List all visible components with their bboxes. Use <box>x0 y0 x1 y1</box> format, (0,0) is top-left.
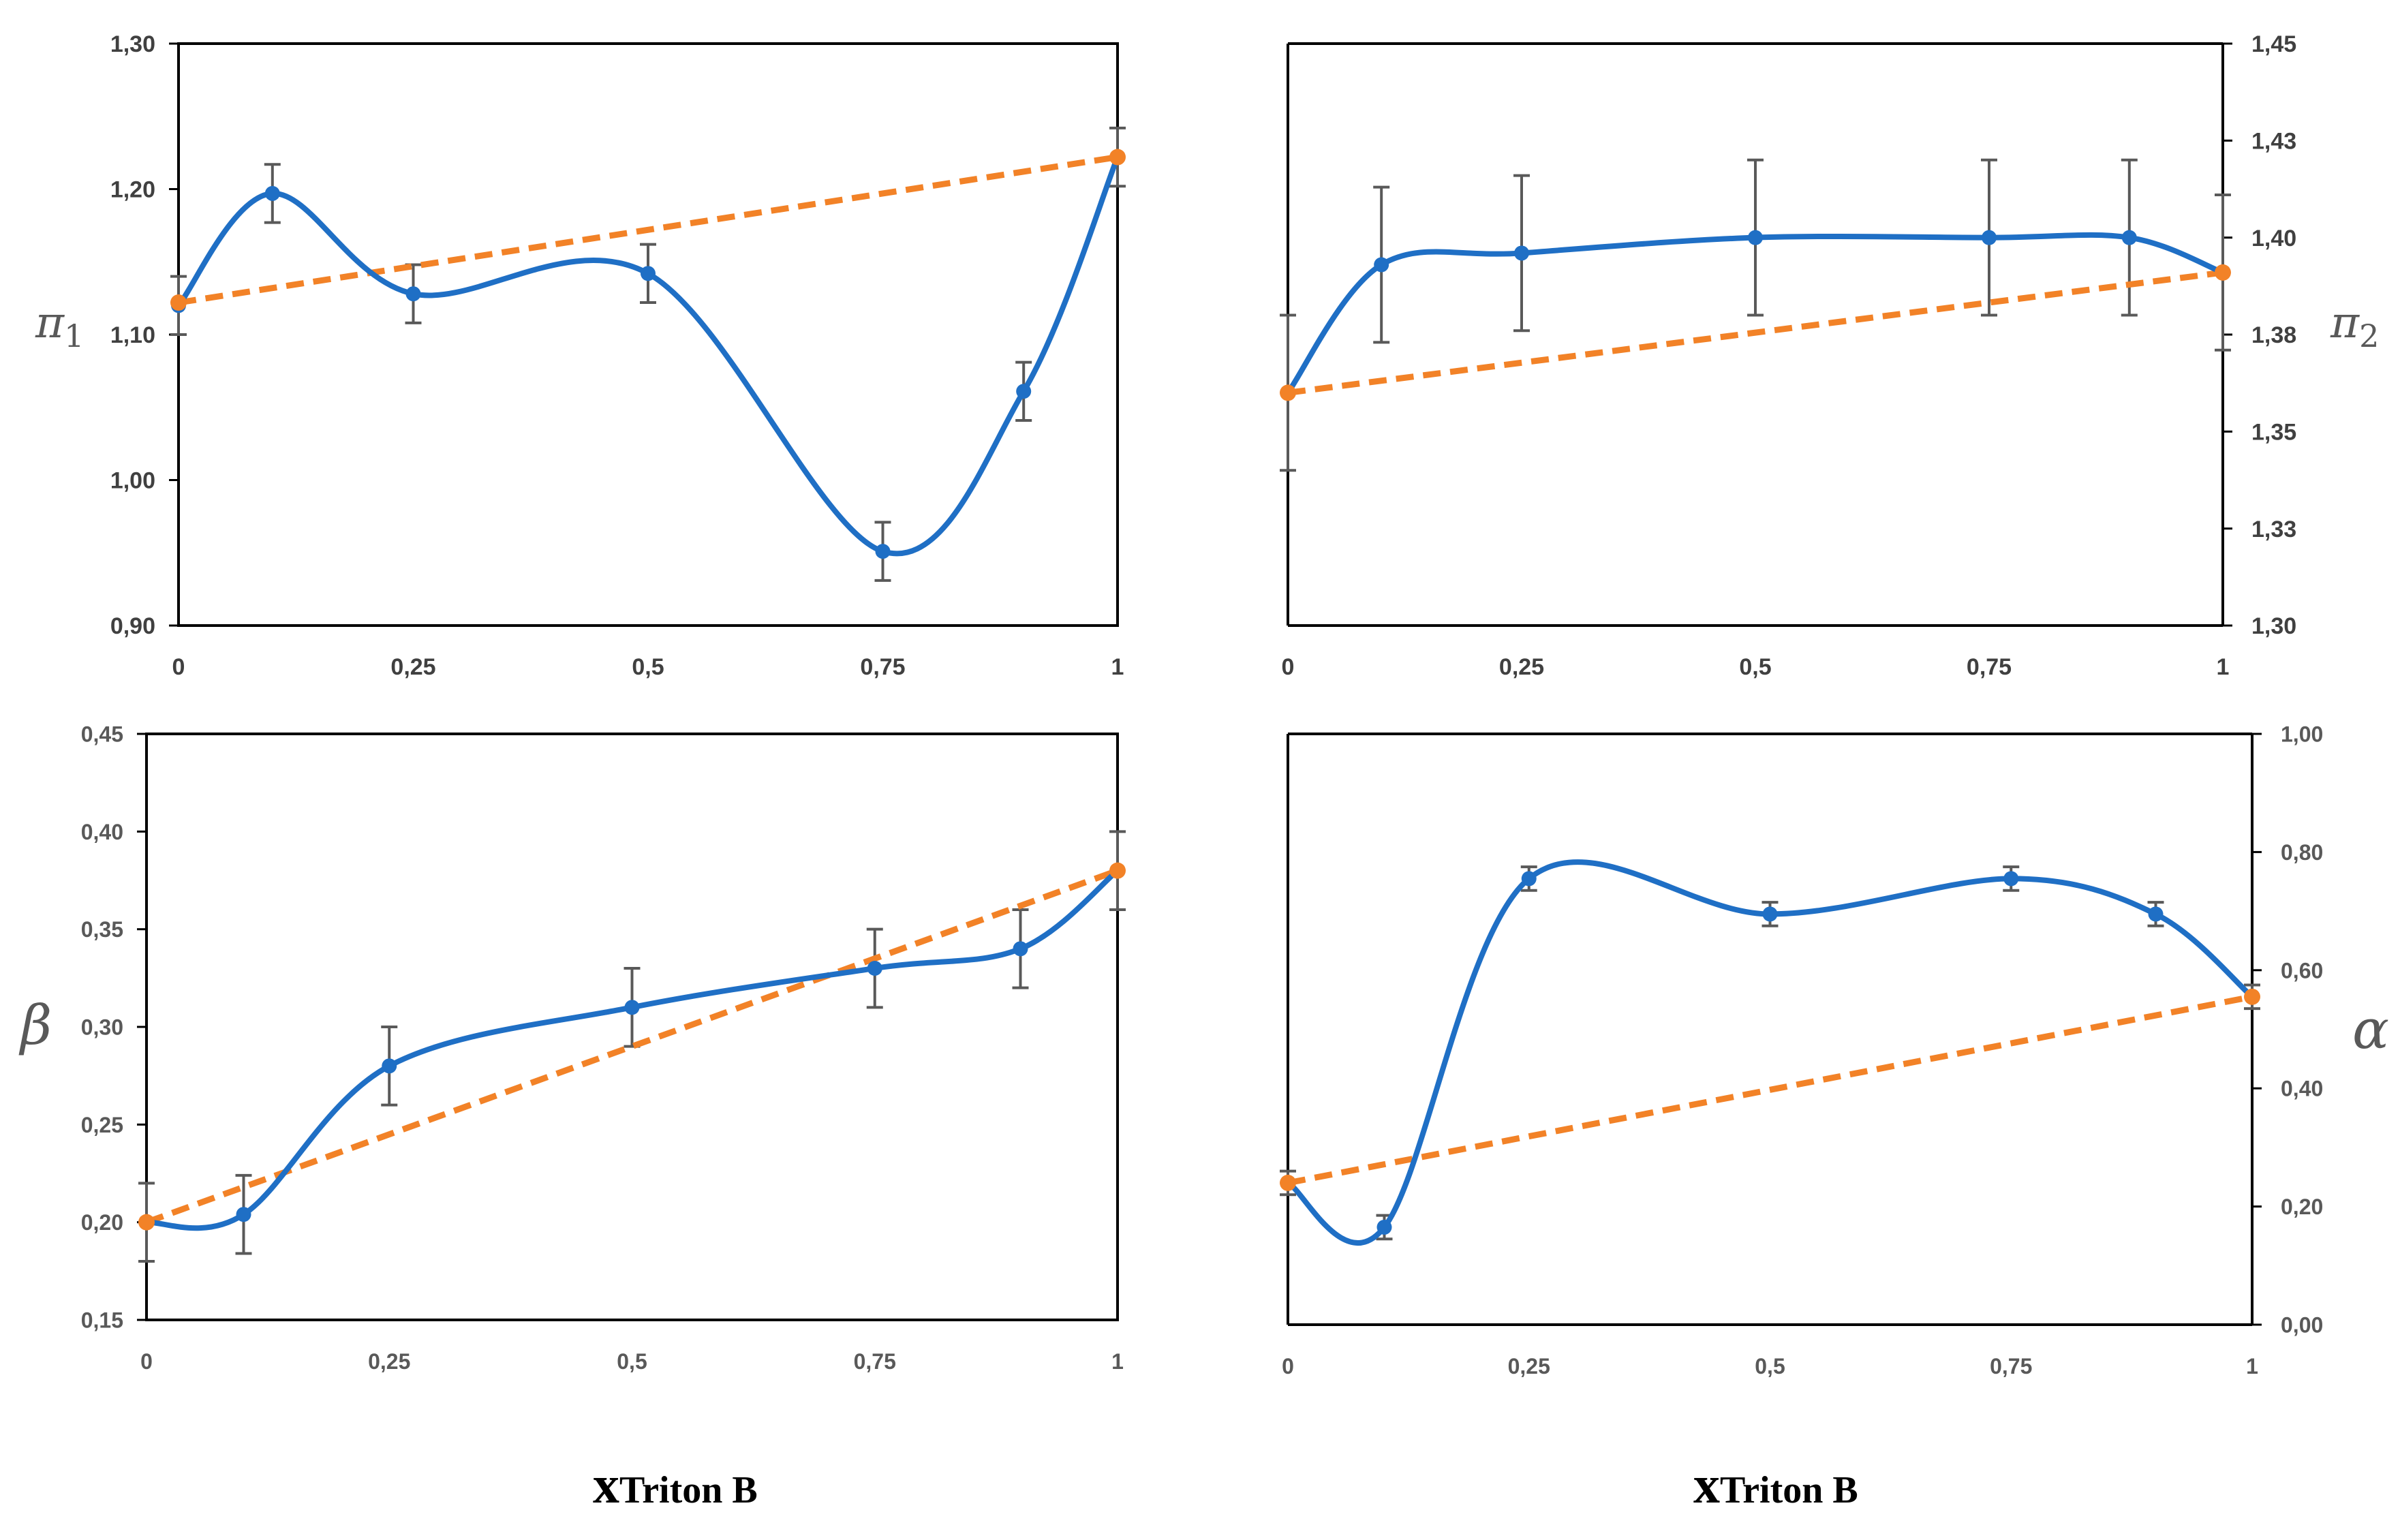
measured-curve <box>176 154 1120 557</box>
y-tick-label: 1,00 <box>110 468 155 494</box>
measured-point <box>2121 230 2137 245</box>
ideal-dashed-line <box>178 154 1118 306</box>
measured-point <box>1982 230 1997 245</box>
y-tick-label: 1,45 <box>2251 31 2296 57</box>
measured-point <box>1374 257 1389 273</box>
y-tick-label: 1,30 <box>110 31 155 57</box>
x-tick-label: 1 <box>2246 1354 2258 1379</box>
y-tick-label: 1,38 <box>2251 322 2296 348</box>
measured-point <box>1016 384 1032 399</box>
x-tick-label: 1 <box>2217 654 2230 680</box>
ideal-point <box>1280 384 1296 401</box>
x-tick-label: 1 <box>1111 1349 1124 1374</box>
x-tick-label: 0,25 <box>1508 1354 1550 1379</box>
ideal-point <box>138 1214 155 1231</box>
y-tick-label: 1,43 <box>2251 129 2296 155</box>
panel-pi1: 0,901,001,101,201,300 0,25 0,5 0,75 1π1 <box>35 31 1126 680</box>
x-tick-label: 0 <box>172 654 185 680</box>
measured-point <box>2148 906 2164 922</box>
measured-point <box>1376 1219 1392 1235</box>
ideal-point <box>1280 1174 1296 1191</box>
x-axis-title-right: xTriton B <box>1693 1455 1858 1514</box>
panel-alpha: 0,00 0,20 0,40 0,60 0,80 1,00 0 0,25 0,5 0,75 1 α <box>1280 722 2389 1379</box>
panel-pi2: 1,30 1,33 1,35 1,38 1,40 1,43 1,45 0 0,25 0,5 0,75… <box>1280 31 2379 680</box>
measured-point <box>1514 245 1529 261</box>
y-tick-label: 1,35 <box>2251 420 2296 446</box>
y-tick-label: 1,20 <box>110 177 155 203</box>
measured-point <box>382 1058 397 1074</box>
ideal-point <box>2244 988 2260 1005</box>
y-tick-label: 0,00 <box>2281 1313 2323 1338</box>
x-tick-label: 0 <box>1282 1354 1294 1379</box>
y-tick-label: 0,45 <box>81 722 123 747</box>
x-tick-label: 0,75 <box>1967 654 2012 680</box>
measured-point <box>875 544 891 559</box>
x-tick-label: 0,25 <box>368 1349 410 1374</box>
y-axis-label: α <box>2352 998 2389 1061</box>
x-tick-label: 0,75 <box>854 1349 896 1374</box>
measured-point <box>1762 906 1778 922</box>
y-axis-label-main: π <box>2330 298 2360 348</box>
y-axis-label-sub: 2 <box>2359 318 2379 354</box>
y-tick-label: 0,20 <box>81 1210 123 1235</box>
y-axis-label: π1 <box>35 298 84 354</box>
y-axis-label-main: π <box>35 298 65 348</box>
x-axis-title-left: xTriton B <box>593 1455 758 1514</box>
y-tick-label: 0,40 <box>81 820 123 844</box>
y-tick-label: 0,60 <box>2281 958 2323 983</box>
x-tick-label: 0,75 <box>860 654 905 680</box>
panel-beta: 0,15 0,20 0,25 0,30 0,35 0,40 0,45 0 0,25 0,5 0,75… <box>18 722 1126 1374</box>
x-tick-label: 1 <box>1111 654 1124 680</box>
y-tick-label: 0,40 <box>2281 1077 2323 1101</box>
ideal-dashed-line <box>1287 269 2224 396</box>
y-tick-label: 1,10 <box>110 322 155 348</box>
y-tick-label: 1,30 <box>2251 613 2296 639</box>
measured-point <box>1013 941 1028 957</box>
x-tick-label: 0,25 <box>390 654 435 680</box>
measured-point <box>405 286 421 302</box>
y-tick-label: 0,20 <box>2281 1195 2323 1219</box>
y-axis-label-main: α <box>2352 998 2389 1061</box>
x-tick-label: 0,25 <box>1499 654 1544 680</box>
measured-point <box>1748 230 1763 245</box>
ideal-point <box>1109 862 1126 879</box>
measured-point <box>624 1000 640 1015</box>
x-tick-label: 0,75 <box>1990 1354 2032 1379</box>
y-tick-label: 0,90 <box>110 613 155 639</box>
x-tick-label: 0 <box>140 1349 153 1374</box>
measured-point <box>1521 871 1537 887</box>
ideal-dashed-line <box>145 867 1119 1225</box>
x-tick-label: 0,5 <box>1755 1354 1785 1379</box>
measured-point <box>2003 871 2019 887</box>
y-tick-label: 0,15 <box>81 1308 123 1333</box>
y-tick-label: 1,40 <box>2251 226 2296 251</box>
y-tick-label: 0,30 <box>81 1015 123 1040</box>
ideal-dashed-line <box>1287 994 2253 1186</box>
y-tick-label: 0,80 <box>2281 840 2323 865</box>
ideal-point <box>2215 264 2231 281</box>
measured-point <box>236 1207 251 1222</box>
y-axis-label: β <box>18 994 52 1057</box>
y-tick-label: 0,25 <box>81 1113 123 1137</box>
plot-frame <box>177 42 1119 627</box>
x-tick-label: 0,5 <box>617 1349 647 1374</box>
y-axis-label: π2 <box>2330 298 2379 354</box>
x-tick-label: 0,5 <box>1739 654 1771 680</box>
measured-point <box>641 266 656 281</box>
x-tick-label: 0,5 <box>632 654 664 680</box>
measured-point <box>867 961 882 976</box>
y-tick-label: 0,35 <box>81 917 123 942</box>
y-tick-label: 1,33 <box>2251 517 2296 542</box>
x-tick-label: 0 <box>1282 654 1295 680</box>
y-tick-label: 1,00 <box>2281 722 2323 747</box>
y-axis-label-main: β <box>18 994 52 1057</box>
ideal-point <box>170 294 187 311</box>
measured-point <box>264 185 280 201</box>
ideal-point <box>1109 149 1126 166</box>
y-axis-label-sub: 1 <box>64 318 84 354</box>
